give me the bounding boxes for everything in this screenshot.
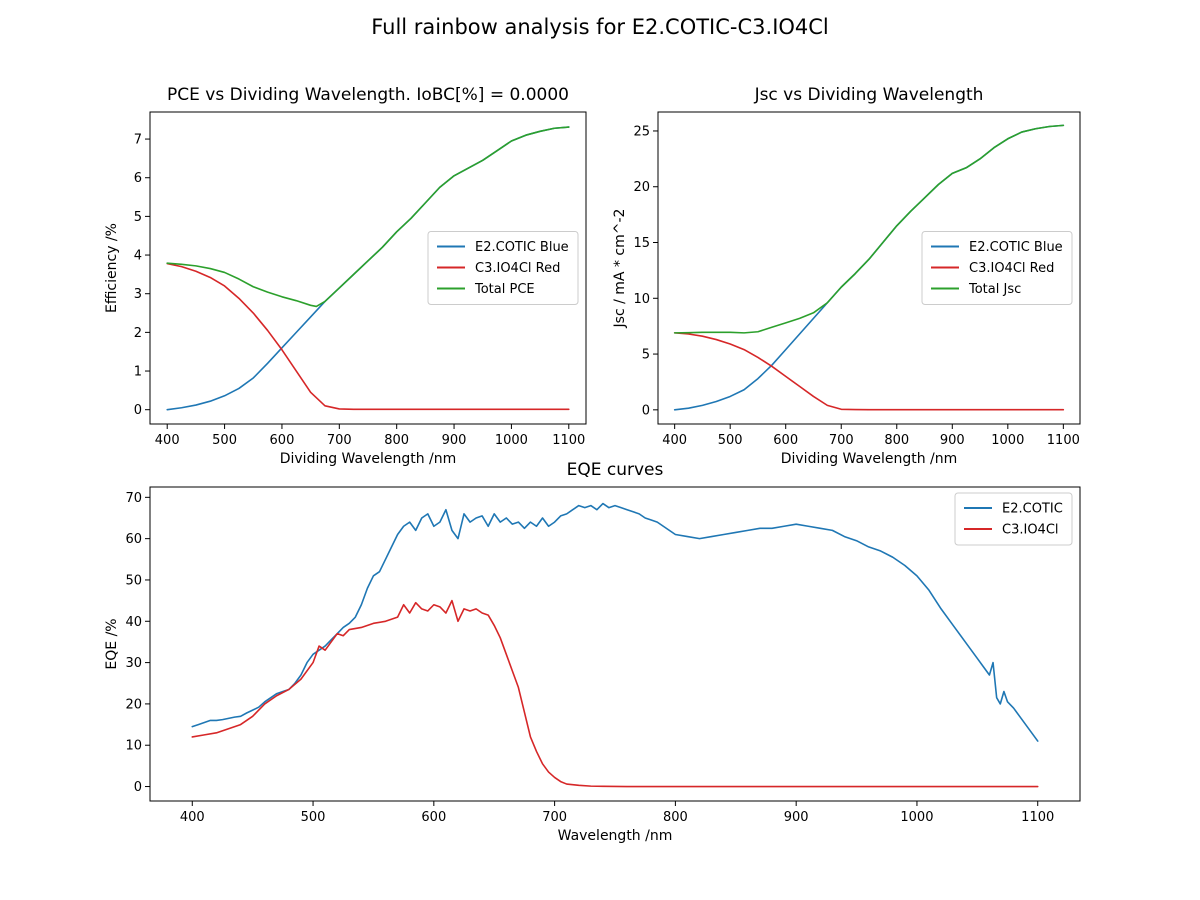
jsc-y-tick-label: 25 [633,124,650,139]
pce-series-line-2 [166,126,570,308]
pce-axes-frame [149,111,587,425]
eqe-x-tick-label: 500 [301,810,326,825]
pce-y-tick-label: 1 [134,365,142,380]
jsc-legend-label-1: C3.IO4Cl Red [969,261,1054,276]
pce-legend [427,231,579,305]
jsc-x-tick-label: 900 [940,433,965,448]
eqe-x-tick-label: 700 [542,810,567,825]
eqe-y-tick-label: 40 [125,615,142,630]
eqe-legend-label-0: E2.COTIC [1002,502,1063,517]
jsc-x-tick-label: 1000 [991,433,1024,448]
pce-x-tick-label: 900 [442,433,467,448]
eqe-y-tick-label: 70 [125,491,142,506]
jsc-x-tick-label: 700 [829,433,854,448]
pce-x-tick-label: 1100 [552,433,585,448]
pce-legend-label-0: E2.COTIC Blue [475,240,569,255]
pce-y-tick-label: 4 [134,249,142,264]
pce-y-tick-label: 3 [134,287,142,302]
jsc-legend-label-0: E2.COTIC Blue [969,240,1063,255]
jsc-x-tick-label: 500 [718,433,743,448]
pce-x-tick-label: 700 [327,433,352,448]
eqe-y-tick-label: 30 [125,656,142,671]
jsc-legend-label-2: Total Jsc [968,282,1021,297]
pce-x-tick-label: 500 [212,433,237,448]
eqe-x-tick-label: 400 [180,810,205,825]
jsc-y-tick-label: 5 [642,348,650,363]
jsc-y-axis-label: Jsc / mA * cm^-2 [612,209,628,329]
pce-x-tick-label: 800 [384,433,409,448]
eqe-x-axis-label: Wavelength /nm [558,828,673,844]
pce-chart: 400 500 600 700 800 900 1000 1100 0 1 2 3 4 5 6 7 PCE vs… [104,85,587,467]
jsc-x-axis-label: Dividing Wavelength /nm [781,451,958,467]
eqe-y-tick-label: 50 [125,573,142,588]
eqe-y-tick-label: 20 [125,697,142,712]
pce-y-tick-label: 6 [134,171,142,186]
jsc-y-tick-label: 0 [642,403,650,418]
eqe-x-tick-label: 600 [421,810,446,825]
pce-y-tick-label: 7 [134,133,142,148]
figure-title: Full rainbow analysis for E2.COTIC-C3.IO… [371,15,829,39]
eqe-axes-frame [149,486,1081,802]
jsc-series-line-2 [673,124,1065,334]
eqe-series-line-0 [191,502,1039,742]
pce-legend-label-1: C3.IO4Cl Red [475,261,560,276]
pce-y-tick-label: 2 [134,326,142,341]
jsc-chart-title: Jsc vs Dividing Wavelength [754,85,984,105]
jsc-x-tick-label: 800 [884,433,909,448]
eqe-chart: 400 500 600 700 800 900 1000 1100 0 10 20 30 40 50 60 7… [104,460,1081,844]
eqe-x-tick-label: 1000 [900,810,933,825]
jsc-series-group [673,124,1065,411]
pce-legend-label-2: Total PCE [474,282,535,297]
eqe-x-tick-label: 1100 [1021,810,1054,825]
eqe-legend-label-1: C3.IO4Cl [1002,523,1059,538]
eqe-y-tick-label: 10 [125,739,142,754]
jsc-x-tick-label: 1100 [1047,433,1080,448]
pce-x-axis-label: Dividing Wavelength /nm [280,451,457,467]
eqe-y-tick-label: 60 [125,532,142,547]
eqe-y-axis-label: EQE /% [104,618,120,669]
eqe-y-tick-label: 0 [134,780,142,795]
eqe-x-tick-label: 800 [663,810,688,825]
jsc-x-tick-label: 600 [773,433,798,448]
jsc-legend [921,231,1073,305]
pce-y-axis-label: Efficiency /% [104,223,120,313]
jsc-y-tick-label: 15 [633,236,650,251]
eqe-x-tick-label: 900 [784,810,809,825]
eqe-series-group [191,502,1039,788]
jsc-x-tick-label: 400 [662,433,687,448]
eqe-chart-title: EQE curves [567,460,664,480]
pce-x-tick-label: 1000 [495,433,528,448]
pce-y-tick-label: 5 [134,210,142,225]
pce-series-group [166,126,570,411]
jsc-y-tick-label: 10 [633,292,650,307]
pce-chart-title: PCE vs Dividing Wavelength. IoBC[%] = 0.… [167,85,569,105]
pce-x-tick-label: 600 [270,433,295,448]
pce-y-tick-label: 0 [134,403,142,418]
jsc-series-line-1 [673,332,1065,411]
jsc-axes-frame [657,111,1081,425]
eqe-series-line-1 [191,599,1039,788]
pce-series-line-1 [166,262,570,411]
jsc-chart: 400 500 600 700 800 900 1000 1100 0 5 10 15 20 25 Jsc … [612,85,1081,467]
pce-x-tick-label: 400 [155,433,180,448]
jsc-y-tick-label: 20 [633,180,650,195]
eqe-legend [954,492,1073,546]
